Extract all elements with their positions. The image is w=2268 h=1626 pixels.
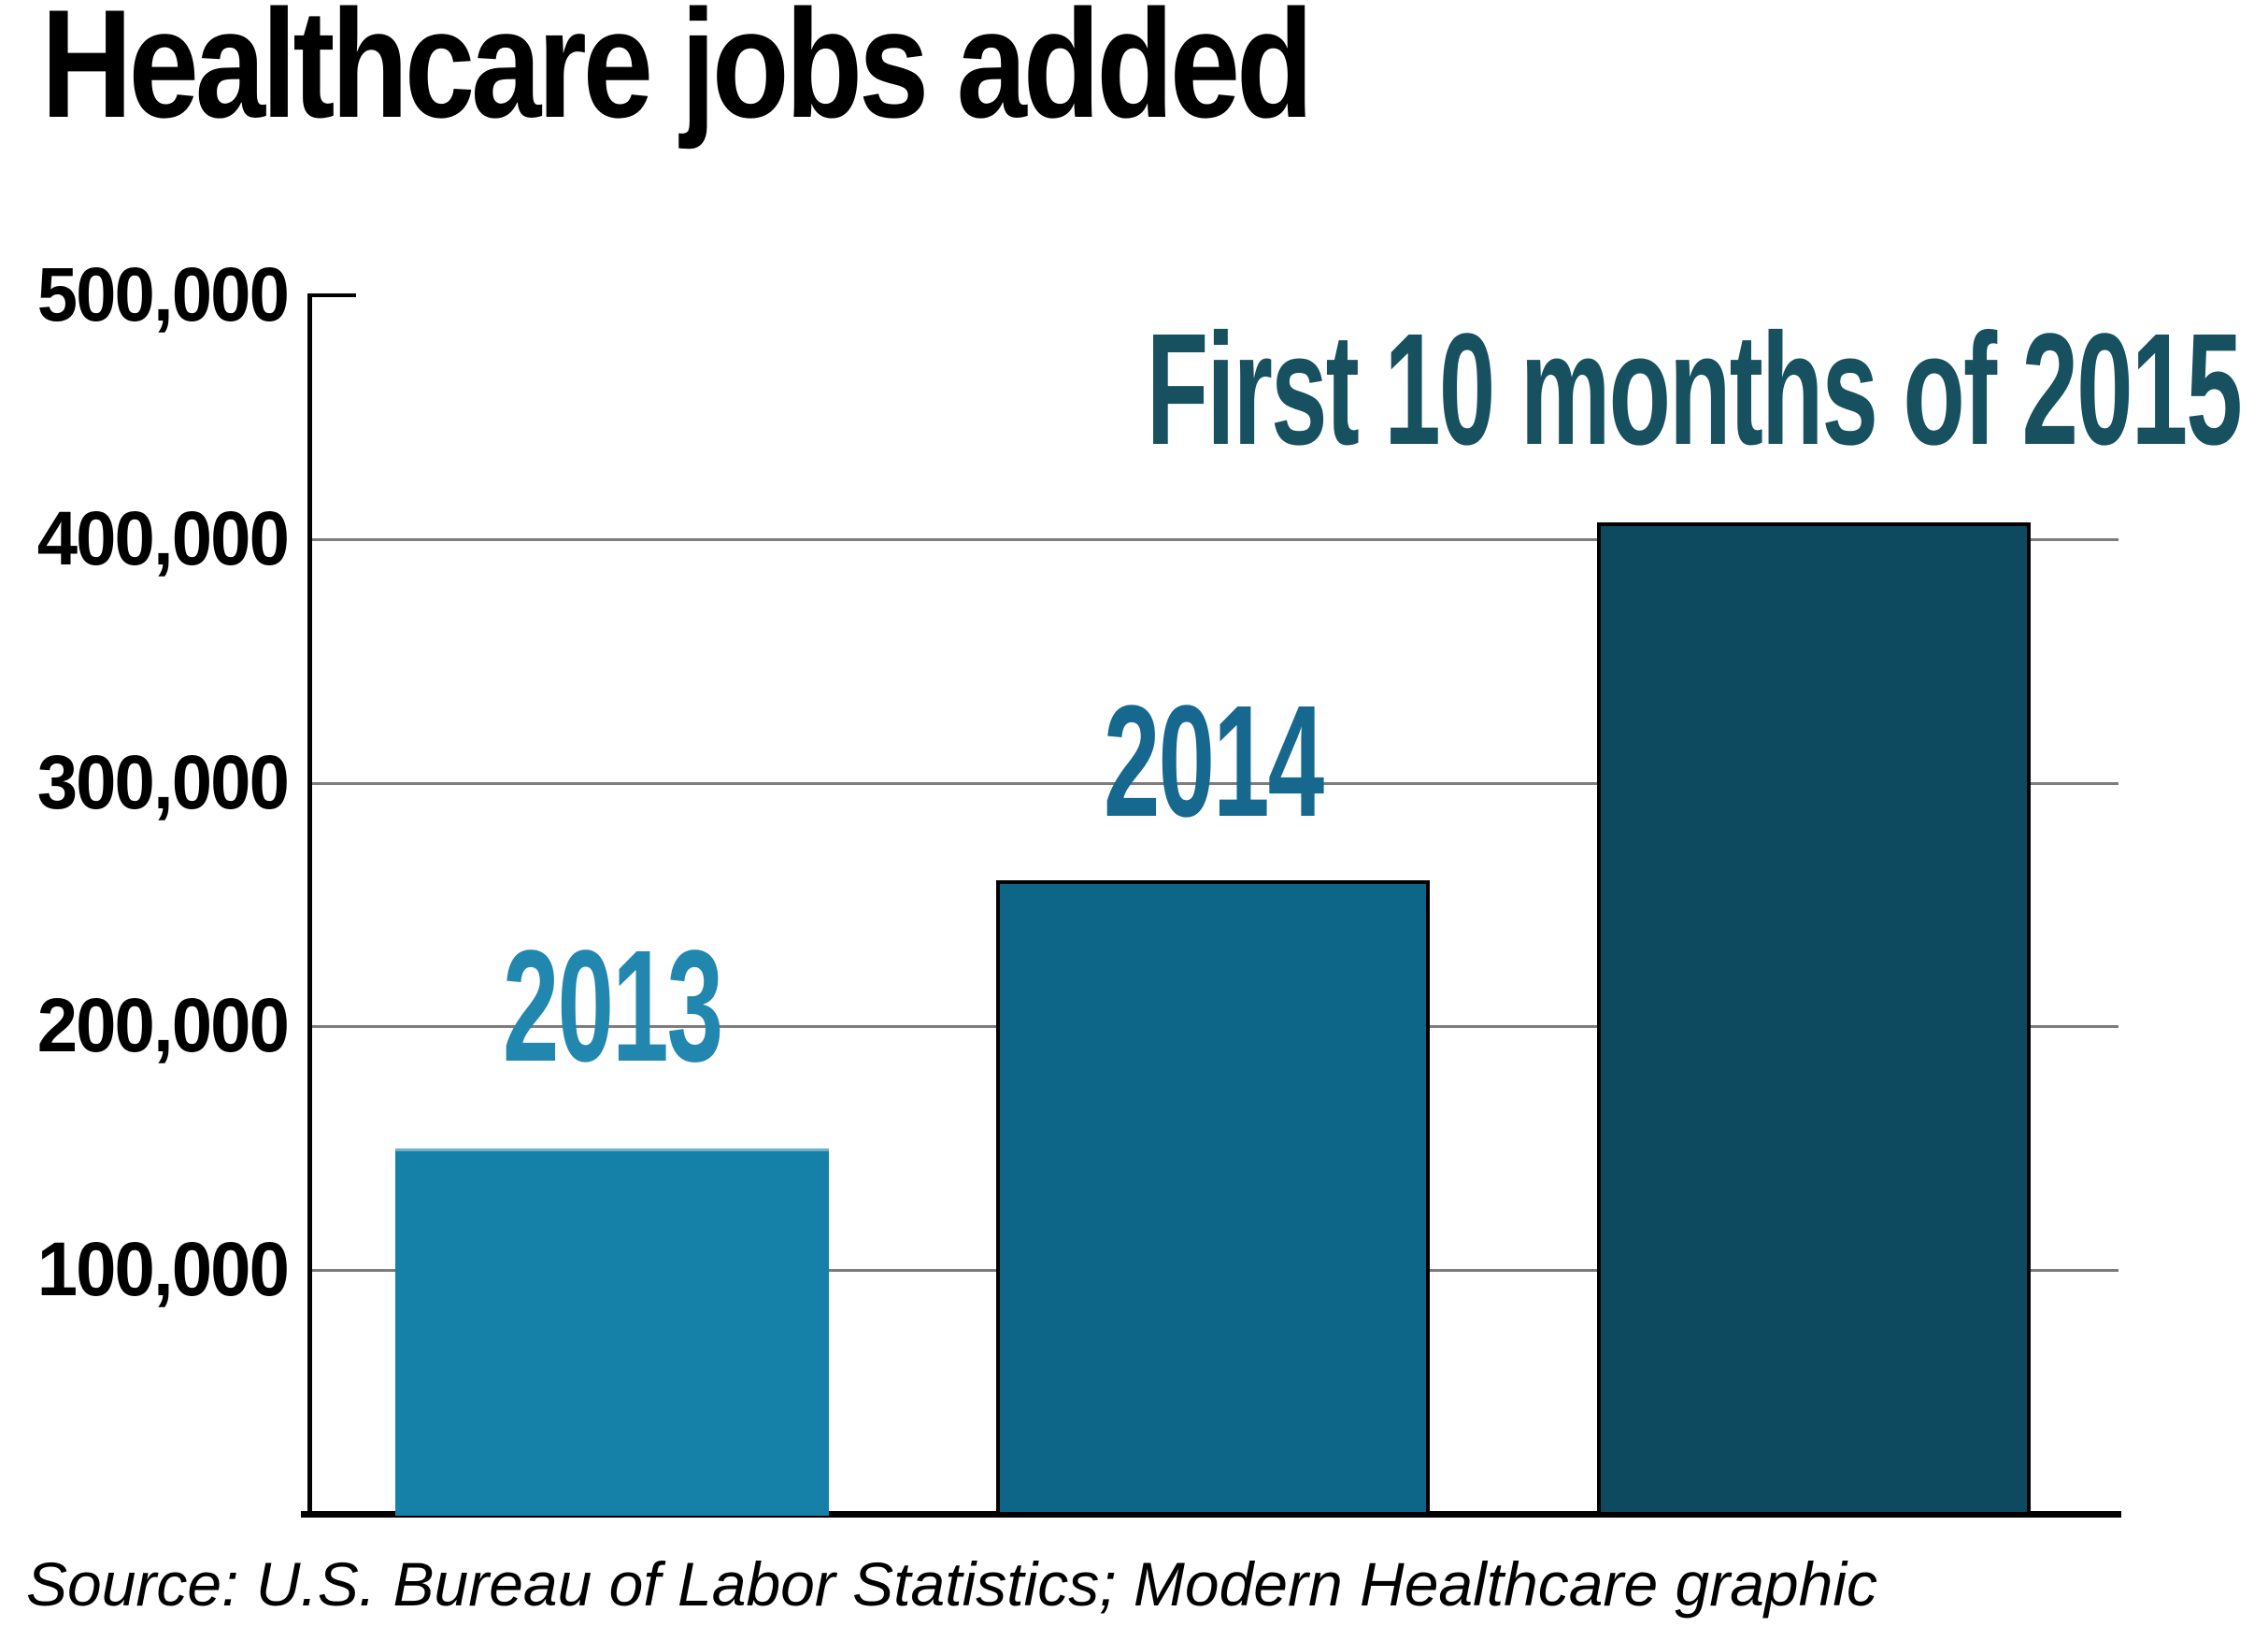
bar-label-text: 2014	[1103, 673, 1324, 850]
y-axis-tick-label: 500,000	[36, 252, 290, 337]
source-attribution: Source: U.S. Bureau of Labor Statistics;…	[26, 1549, 1877, 1619]
y-axis-tick-label: 200,000	[36, 983, 290, 1069]
gridline-400-000	[309, 537, 2118, 541]
bar-label-text: 2013	[502, 918, 723, 1095]
y-axis-line	[307, 293, 312, 1518]
y-axis-tick-label: 100,000	[36, 1227, 290, 1313]
y-axis-tick-500-000	[309, 293, 356, 297]
bar-2013	[395, 1148, 829, 1516]
bar-label-2014: 2014	[996, 682, 1430, 841]
y-axis-tick-label: 400,000	[36, 495, 290, 581]
bar-first-10-months-of-2015	[1597, 521, 2031, 1516]
y-axis-tick-label: 300,000	[36, 739, 290, 825]
bar-label-first-10-months-of-2015: First 10 months of 2015	[531, 301, 2243, 478]
chart-title: Healthcare jobs added	[41, 0, 1314, 150]
gridline-300-000	[309, 781, 2118, 785]
bar-label-text: First 10 months of 2015	[1146, 301, 2243, 478]
bar-label-2013: 2013	[395, 927, 829, 1086]
bar-2014	[996, 879, 1430, 1516]
